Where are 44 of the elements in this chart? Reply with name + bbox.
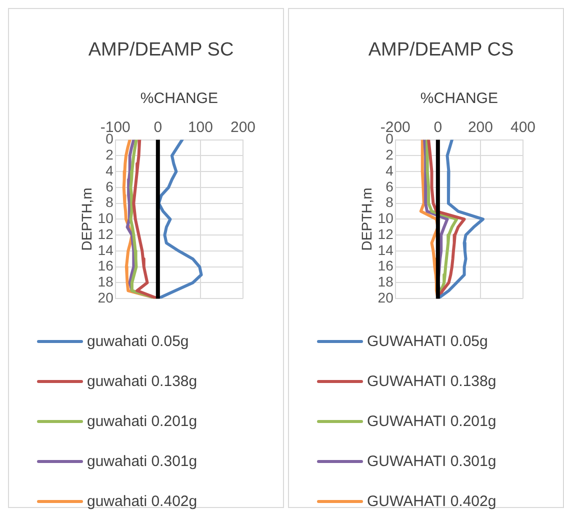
legend-label: GUWAHATI 0.301g: [367, 452, 496, 470]
y-tick-label: 20: [378, 289, 394, 306]
y-tick-label: 6: [386, 178, 394, 194]
legend-label: GUWAHATI 0.138g: [367, 372, 496, 390]
legend-label: guwahati 0.301g: [87, 452, 198, 470]
y-tick-label: 10: [98, 210, 114, 226]
y-tick-label: 16: [378, 258, 394, 274]
x-tick-label: 0: [434, 118, 442, 136]
x-tick-label: 400: [510, 118, 536, 136]
legend-label: guwahati 0.402g: [87, 492, 198, 510]
y-tick-label: 8: [386, 194, 394, 210]
chart-title: AMP/DEAMP SC: [88, 40, 234, 61]
y-tick-label: 10: [378, 210, 394, 226]
y-tick-label: 2: [106, 146, 114, 163]
y-tick-label: 16: [98, 258, 114, 274]
y-tick-label: 14: [98, 242, 114, 258]
y-tick-label: 18: [378, 274, 394, 290]
chart-title: AMP/DEAMP CS: [368, 40, 514, 61]
y-tick-label: 12: [98, 226, 114, 242]
y-tick-label: 0: [386, 130, 394, 147]
legend-label: guwahati 0.201g: [87, 412, 198, 430]
x-axis-title: %CHANGE: [140, 90, 218, 107]
y-tick-label: 6: [106, 178, 114, 194]
legend-label: GUWAHATI 0.05g: [367, 332, 488, 350]
legend-label: guwahati 0.138g: [87, 372, 198, 390]
x-tick-label: 0: [154, 118, 162, 136]
legend-label: GUWAHATI 0.201g: [367, 412, 496, 430]
y-tick-label: 4: [106, 162, 114, 178]
y-tick-label: 2: [386, 146, 394, 163]
x-tick-label: 100: [188, 118, 213, 136]
legend-label: GUWAHATI 0.402g: [367, 492, 496, 510]
y-axis-title: DEPTH,m: [78, 188, 94, 251]
y-tick-label: 8: [106, 194, 114, 210]
y-tick-label: 18: [98, 274, 114, 290]
x-tick-label: 200: [230, 118, 256, 136]
y-axis-title: DEPTH,m: [358, 188, 374, 251]
legend-label: guwahati 0.05g: [87, 332, 189, 350]
y-tick-label: 12: [378, 226, 394, 242]
x-tick-label: 200: [468, 118, 493, 136]
y-tick-label: 4: [386, 162, 394, 178]
y-tick-label: 20: [98, 289, 114, 306]
x-axis-title: %CHANGE: [420, 90, 498, 107]
y-tick-label: 0: [106, 130, 114, 147]
y-tick-label: 14: [378, 242, 394, 258]
